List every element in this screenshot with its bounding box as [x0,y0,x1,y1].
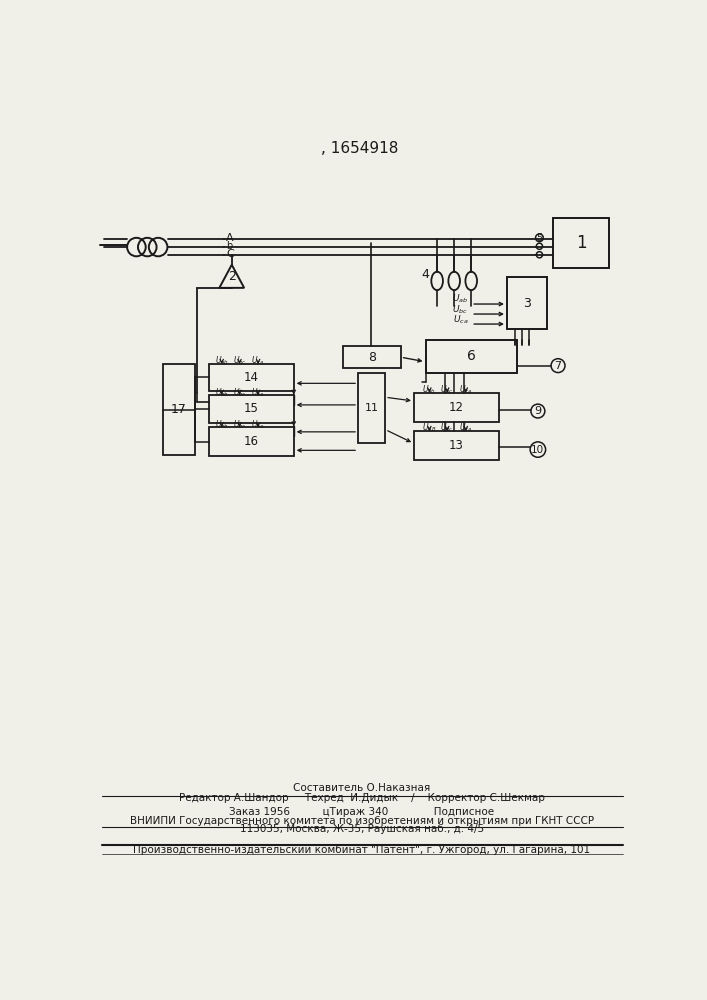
Text: 15: 15 [244,402,259,415]
Text: 3: 3 [523,297,531,310]
Text: 113035, Москва, Ж-35, Раушская наб., д. 4/5: 113035, Москва, Ж-35, Раушская наб., д. … [240,824,484,834]
Text: $U_{ab}$: $U_{ab}$ [215,419,228,431]
Text: 11: 11 [365,403,379,413]
Text: A: A [226,233,234,243]
Text: $U_{bc}$: $U_{bc}$ [440,422,454,434]
Text: 16: 16 [244,435,259,448]
Bar [163,364,195,455]
Bar [358,373,385,443]
Text: $U_{bc}$: $U_{bc}$ [440,383,454,396]
Text: $U_{AB}$: $U_{AB}$ [422,422,437,434]
Bar [426,340,517,373]
Text: 6: 6 [467,349,476,363]
Text: $U_{bc}$: $U_{bc}$ [233,386,247,399]
Text: 1: 1 [576,234,587,252]
Bar [343,346,401,368]
Text: 7: 7 [554,361,561,371]
Text: $U_{ca}$: $U_{ca}$ [459,422,472,434]
Bar [414,431,499,460]
Text: Производственно-издательский комбинат "Патент", г. Ужгород, ул. Гагарина, 101: Производственно-издательский комбинат "П… [134,845,590,855]
Text: $U_{ab}$: $U_{ab}$ [215,355,228,367]
Text: C: C [226,249,234,259]
Text: $U_{bc}$: $U_{bc}$ [452,304,468,316]
Text: $U_{bc}$: $U_{bc}$ [233,355,247,367]
Text: $U_{ca}$: $U_{ca}$ [252,419,265,431]
Text: $U_{ab}$: $U_{ab}$ [452,292,468,305]
Text: $U_{ca}$: $U_{ca}$ [252,386,265,399]
Text: 8: 8 [368,351,375,364]
Text: 17: 17 [171,403,187,416]
Bar [209,364,293,391]
Text: $U_{ca}$: $U_{ca}$ [452,314,468,326]
Text: $U_{ab}$: $U_{ab}$ [422,383,436,396]
Text: 10: 10 [532,445,544,455]
Bar [554,218,609,268]
Text: Заказ 1956          цТираж 340              Подписное: Заказ 1956 цТираж 340 Подписное [229,807,494,817]
Text: b: b [226,241,233,251]
Text: 2: 2 [228,270,235,283]
Text: $U_{ab}$: $U_{ab}$ [215,386,228,399]
Text: Составитель О.Наказная: Составитель О.Наказная [293,783,431,793]
Text: $U_{ca}$: $U_{ca}$ [252,355,265,367]
Bar [209,427,293,456]
Text: Редактор А.Шандор     Техред  И.Дидык    /    Корректор С.Шекмар: Редактор А.Шандор Техред И.Дидык / Корре… [179,793,545,803]
Bar [209,395,293,423]
Text: 5: 5 [537,233,542,243]
Text: 9: 9 [534,406,542,416]
Text: , 1654918: , 1654918 [321,141,398,156]
Text: $U_{bc}$: $U_{bc}$ [233,419,247,431]
Text: 12: 12 [449,401,464,414]
Bar [507,277,547,329]
Bar [414,393,499,422]
Text: 4: 4 [421,267,429,280]
Text: ВНИИПИ Государственного комитета по изобретениям и открытиям при ГКНТ СССР: ВНИИПИ Государственного комитета по изоб… [130,816,594,826]
Text: 14: 14 [244,371,259,384]
Text: 13: 13 [449,439,464,452]
Text: $U_{ca}$: $U_{ca}$ [459,383,472,396]
